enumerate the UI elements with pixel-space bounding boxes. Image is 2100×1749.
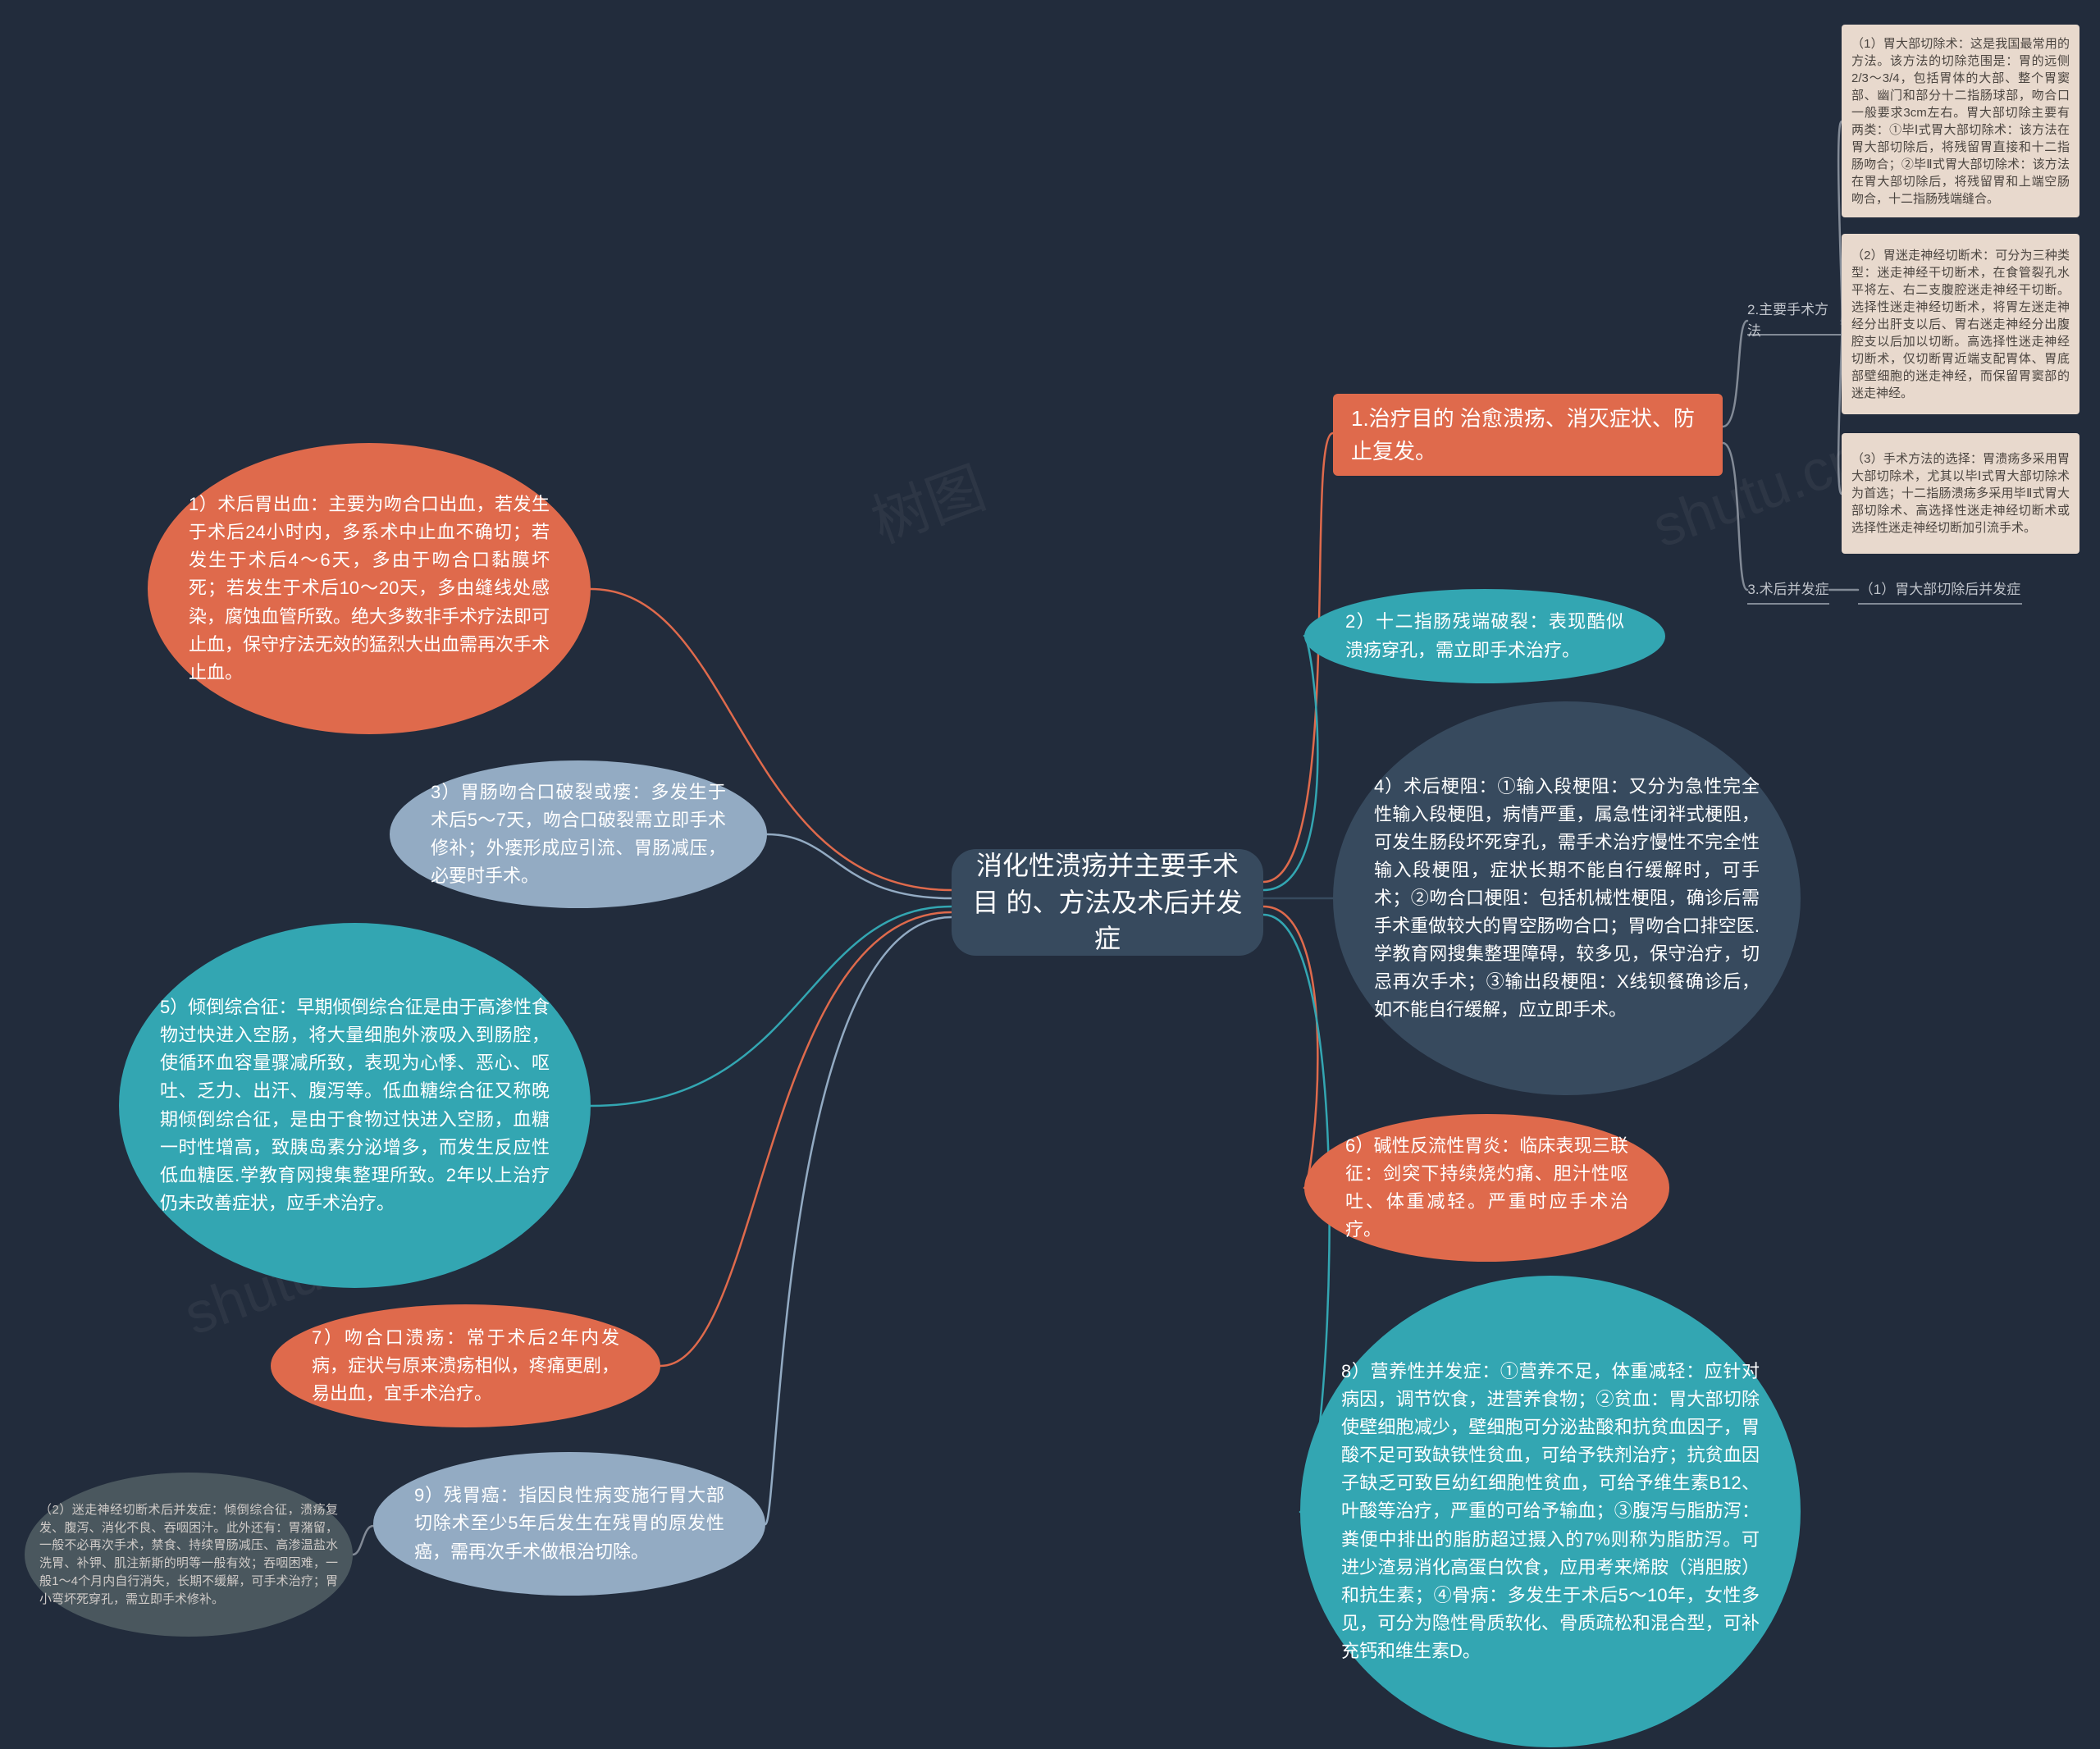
watermark: 树图 (859, 442, 995, 559)
node-text: 3）胃肠吻合口破裂或瘘：多发生于术后5～7天，吻合口破裂需立即手术修补；外瘘形成… (431, 779, 726, 890)
node-text: 8）营养性并发症：①营养不足，体重减轻：应针对病因，调节饮食，进营养食物；②贫血… (1341, 1358, 1760, 1665)
node-vagotomy-types: （2）胃迷走神经切断术：可分为三种类型：迷走神经干切断术，在食管裂孔水平将左、右… (1842, 234, 2079, 414)
center-node: 消化性溃疡并主要手术目 的、方法及术后并发症 (952, 849, 1263, 956)
node-nutritional-complications: 8）营养性并发症：①营养不足，体重减轻：应针对病因，调节饮食，进营养食物；②贫血… (1300, 1276, 1801, 1747)
node-text: 6）碱性反流性胃炎：临床表现三联征：剑突下持续烧灼痛、胆汁性呕吐、体重减轻。严重… (1345, 1132, 1628, 1244)
node-text: 1.治疗目的 治愈溃疡、消灭症状、防止复发。 (1351, 402, 1705, 468)
node-text: 4）术后梗阻：①输入段梗阻：又分为急性完全性输入段梗阻，病情严重，属急性闭袢式梗… (1374, 773, 1760, 1025)
node-anastomotic-ulcer: 7）吻合口溃疡：常于术后2年内发病，症状与原来溃疡相似，疼痛更剧，易出血，宜手术… (271, 1304, 660, 1427)
node-text: （2）迷走神经切断术后并发症：倾倒综合征，溃疡复发、腹泻、消化不良、吞咽困汁。此… (39, 1501, 338, 1609)
label-after-subtotal: （1）胃大部切除后并发症 (1858, 581, 2022, 599)
node-treatment-goal: 1.治疗目的 治愈溃疡、消灭症状、防止复发。 (1333, 394, 1723, 476)
node-text: 5）倾倒综合征：早期倾倒综合征是由于高渗性食物过快进入空肠，将大量细胞外液吸入到… (160, 993, 550, 1217)
label-postop-complications: 3.术后并发症 (1747, 581, 1829, 599)
node-postop-obstruction: 4）术后梗阻：①输入段梗阻：又分为急性完全性输入段梗阻，病情严重，属急性闭袢式梗… (1333, 701, 1801, 1095)
node-method-selection: （3）手术方法的选择：胃溃疡多采用胃大部切除术，尤其以毕Ⅰ式胃大部切除术为首选；… (1842, 433, 2079, 554)
label-text: 2.主要手术方法 (1747, 299, 1842, 343)
node-text: （1）胃大部切除术：这是我国最常用的方法。该方法的切除范围是：胃的远侧2/3～3… (1851, 35, 2070, 208)
label-text: （1）胃大部切除后并发症 (1860, 579, 2020, 601)
node-subtotal-gastrectomy: （1）胃大部切除术：这是我国最常用的方法。该方法的切除范围是：胃的远侧2/3～3… (1842, 25, 2079, 217)
node-alkaline-reflux: 6）碱性反流性胃炎：临床表现三联征：剑突下持续烧灼痛、胆汁性呕吐、体重减轻。严重… (1304, 1114, 1669, 1262)
node-duodenal-stump: 2）十二指肠残端破裂：表现酷似溃疡穿孔，需立即手术治疗。 (1304, 589, 1665, 683)
node-text: 7）吻合口溃疡：常于术后2年内发病，症状与原来溃疡相似，疼痛更剧，易出血，宜手术… (312, 1324, 619, 1408)
center-text: 消化性溃疡并主要手术目 的、方法及术后并发症 (970, 847, 1245, 957)
node-vagotomy-complications: （2）迷走神经切断术后并发症：倾倒综合征，溃疡复发、腹泻、消化不良、吞咽困汁。此… (25, 1473, 353, 1637)
node-dumping-syndrome: 5）倾倒综合征：早期倾倒综合征是由于高渗性食物过快进入空肠，将大量细胞外液吸入到… (119, 923, 591, 1288)
node-text: 1）术后胃出血：主要为吻合口出血，若发生于术后24小时内，多系术中止血不确切；若… (189, 491, 550, 687)
label-main-methods: 2.主要手术方法 (1747, 312, 1842, 330)
node-text: （3）手术方法的选择：胃溃疡多采用胃大部切除术，尤其以毕Ⅰ式胃大部切除术为首选；… (1851, 450, 2070, 537)
node-residual-gastric-cancer: 9）残胃癌：指因良性病变施行胃大部切除术至少5年后发生在残胃的原发性癌，需再次手… (373, 1452, 765, 1596)
label-text: 3.术后并发症 (1747, 579, 1828, 601)
node-text: 2）十二指肠残端破裂：表现酷似溃疡穿孔，需立即手术治疗。 (1345, 608, 1624, 664)
node-text: （2）胃迷走神经切断术：可分为三种类型：迷走神经干切断术，在食管裂孔水平将左、右… (1851, 247, 2070, 402)
node-text: 9）残胃癌：指因良性病变施行胃大部切除术至少5年后发生在残胃的原发性癌，需再次手… (414, 1482, 724, 1565)
node-anastomosis-rupture: 3）胃肠吻合口破裂或瘘：多发生于术后5～7天，吻合口破裂需立即手术修补；外瘘形成… (390, 760, 767, 908)
node-postop-bleeding: 1）术后胃出血：主要为吻合口出血，若发生于术后24小时内，多系术中止血不确切；若… (148, 443, 591, 734)
